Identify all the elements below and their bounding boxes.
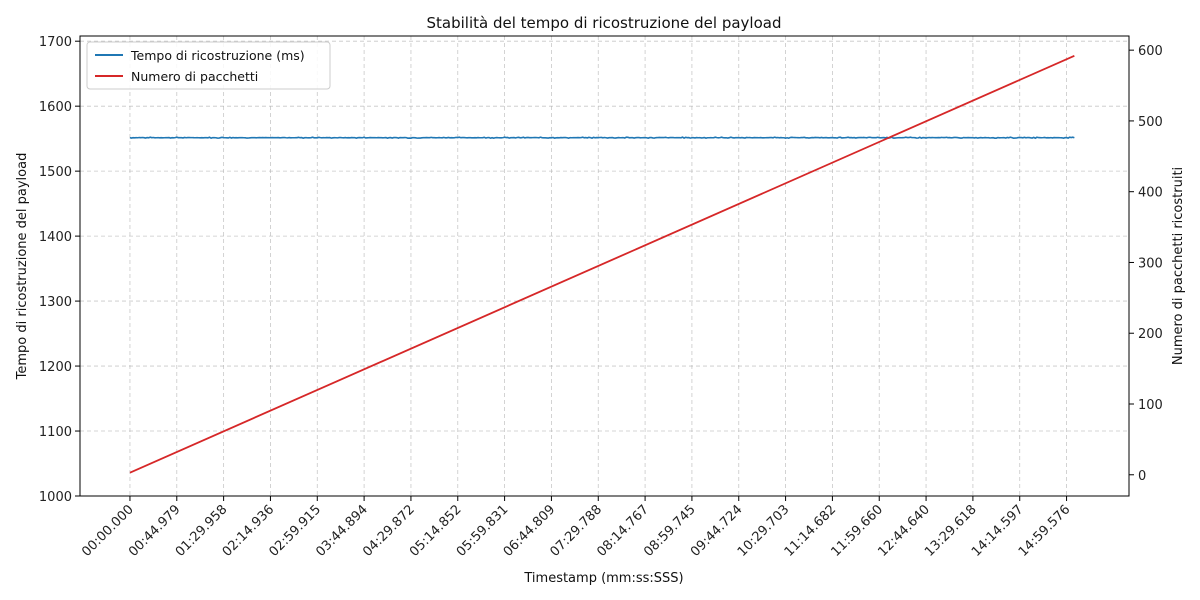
plot-frame	[79, 35, 1130, 497]
y2-tick-label: 200	[1138, 327, 1163, 342]
y-axis-left: 1000 1100 1200 1300 1400 1500 1600 1700	[39, 35, 80, 505]
y2-tick-label: 400	[1138, 186, 1163, 201]
legend-label-reconstruction-time: Tempo di ricostruzione (ms)	[130, 48, 305, 63]
y-tick-label: 1300	[39, 295, 72, 310]
y-tick-label: 1400	[39, 230, 72, 245]
x-axis-label: Timestamp (mm:ss:SSS)	[523, 571, 683, 586]
y2-tick-label: 500	[1138, 115, 1163, 130]
legend-label-packet-count: Numero di pacchetti	[131, 69, 258, 84]
chart-title: Stabilità del tempo di ricostruzione del…	[427, 14, 782, 32]
y-tick-label: 1600	[39, 100, 72, 115]
y2-tick-label: 600	[1138, 44, 1163, 59]
grid-lines	[80, 36, 1129, 497]
y-axis-label: Tempo di ricostruzione del payload	[15, 153, 30, 381]
y2-axis-label: Numero di pacchetti ricostruiti	[1171, 167, 1186, 365]
y-tick-label: 1200	[39, 360, 72, 375]
y-tick-label: 1100	[39, 425, 72, 440]
series-line-reconstruction-time	[129, 136, 1075, 140]
y2-tick-label: 0	[1138, 469, 1146, 484]
y-tick-label: 1700	[39, 35, 72, 50]
legend: Tempo di ricostruzione (ms) Numero di pa…	[86, 41, 331, 90]
y2-tick-label: 300	[1138, 256, 1163, 271]
x-axis: 00:00.00000:44.97901:29.95802:14.93602:5…	[79, 496, 1073, 560]
plot-series	[129, 54, 1075, 474]
y-axis-right: 0 100 200 300 400 500 600	[1129, 44, 1163, 484]
y-tick-label: 1500	[39, 165, 72, 180]
legend-box	[86, 41, 331, 90]
y-tick-label: 1000	[39, 490, 72, 505]
series-line-packet-count	[129, 54, 1075, 474]
y2-tick-label: 100	[1138, 398, 1163, 413]
